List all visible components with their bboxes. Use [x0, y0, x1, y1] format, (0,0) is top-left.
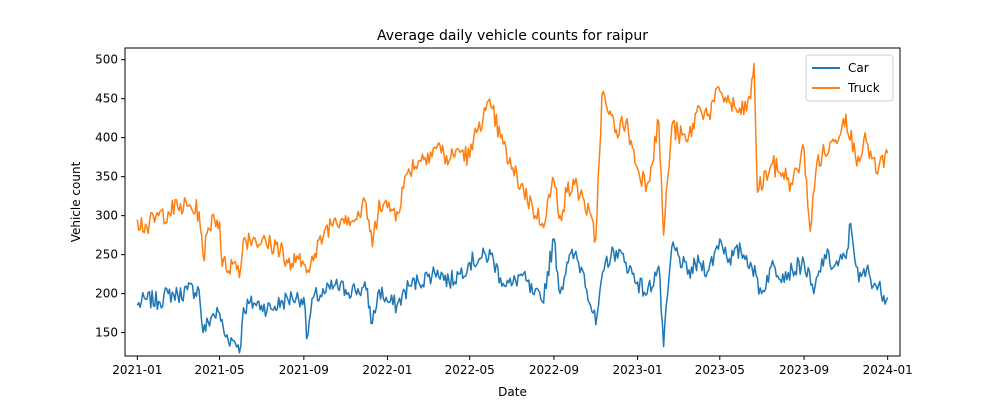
x-tick-label: 2022-01: [362, 363, 412, 377]
series-line-car: [136, 222, 889, 354]
x-tick-label: 2023-01: [612, 363, 662, 377]
x-tick-label: 2023-05: [695, 363, 745, 377]
y-tick-label: 250: [95, 248, 118, 262]
legend-label-truck: Truck: [847, 81, 880, 95]
x-tick-label: 2023-09: [779, 363, 829, 377]
y-tick-label: 450: [95, 92, 118, 106]
chart-title: Average daily vehicle counts for raipur: [377, 28, 648, 44]
y-tick-label: 500: [95, 53, 118, 67]
y-tick-label: 200: [95, 287, 118, 301]
plot-frame: [124, 47, 901, 357]
x-tick-label: 2022-09: [529, 363, 579, 377]
series-line-truck: [136, 62, 889, 279]
legend: Car Truck: [805, 54, 894, 102]
x-axis: 2021-01 2021-05 2021-09 2022-01 2022-05 2022-…: [112, 356, 913, 377]
y-tick-label: 400: [95, 131, 118, 145]
x-axis-label: Date: [498, 385, 527, 399]
y-axis-label: Vehicle count: [69, 161, 83, 242]
x-tick-label: 2021-01: [112, 363, 162, 377]
legend-label-car: Car: [848, 61, 869, 75]
legend-box: [805, 54, 894, 102]
x-tick-label: 2021-05: [194, 363, 244, 377]
plot-lines: [136, 62, 889, 354]
x-tick-label: 2021-09: [279, 363, 329, 377]
y-tick-label: 350: [95, 170, 118, 184]
y-axis: 150 200 250 300 350 400 450 500: [95, 53, 125, 340]
x-tick-label: 2022-05: [445, 363, 495, 377]
y-tick-label: 300: [95, 209, 118, 223]
y-tick-label: 150: [95, 326, 118, 340]
x-tick-label: 2024-01: [863, 363, 913, 377]
